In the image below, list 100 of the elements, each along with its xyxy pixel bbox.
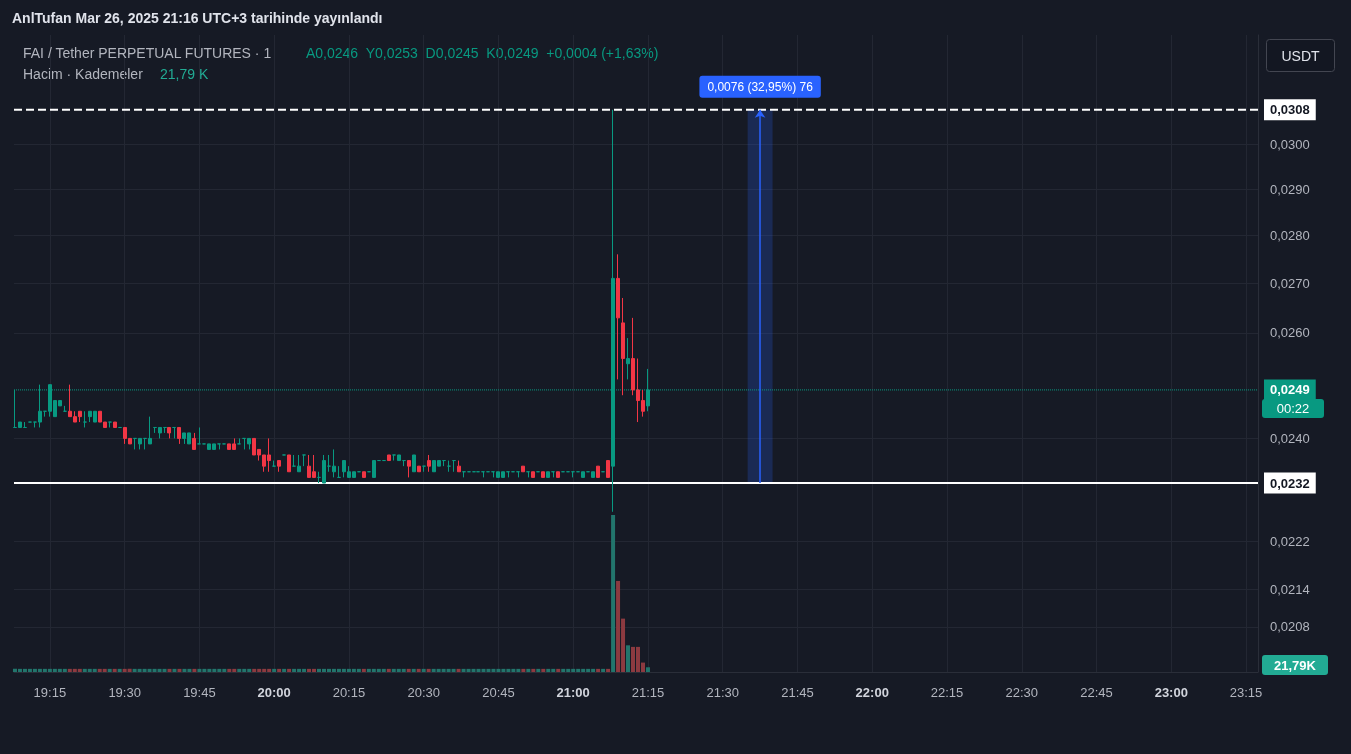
candlestick: [412, 454, 416, 473]
bar: [386, 668, 391, 672]
annotation: Hacim · Kademeler: [23, 66, 144, 82]
candlestick: [362, 471, 366, 478]
bar: [192, 668, 197, 672]
bar: [601, 668, 606, 672]
text: 21,79K: [1274, 657, 1317, 673]
candlestick: [521, 465, 525, 473]
bar: [416, 668, 421, 672]
candlestick: [407, 460, 411, 478]
bar: [307, 668, 312, 672]
bar: [277, 668, 282, 672]
bar: [476, 668, 481, 672]
y-tick-label: 0,0222: [1270, 533, 1310, 549]
bar: [167, 668, 172, 672]
bar: [107, 668, 112, 672]
candlestick: [422, 465, 426, 473]
candlestick: [332, 448, 336, 478]
y-tick-label: 0,0300: [1270, 136, 1310, 152]
candlestick: [247, 437, 251, 450]
ref-line-label: 0,0249: [1270, 382, 1310, 398]
candlestick: [626, 337, 630, 380]
bar: [127, 668, 132, 672]
bar: [401, 668, 406, 672]
y-tick-label: 0,0260: [1270, 325, 1310, 341]
text: AnlTufan Mar 26, 2025 21:16 UTC+3 tarihinde yayınlandı: [12, 10, 383, 26]
annotation: A0,0246 Y0,0253 D0,0245 K0,0249 +0,0004 (+1,63%): [306, 45, 659, 61]
x-tick-label: 20:30: [407, 685, 440, 700]
bar: [421, 668, 426, 672]
candlestick: [606, 460, 610, 478]
x-tick-label: 19:15: [33, 685, 67, 700]
candlestick: [237, 437, 241, 445]
bar: [426, 668, 431, 672]
candlestick: [427, 454, 431, 473]
bar: [381, 668, 386, 672]
candlestick: [158, 426, 162, 439]
bar: [317, 668, 322, 672]
band-label: 0,0076 (32,95%) 76: [707, 79, 814, 94]
candlestick: [417, 465, 421, 473]
bar: [481, 668, 486, 672]
candlestick: [148, 416, 152, 445]
x-tick-label: 21:45: [781, 685, 814, 700]
candlestick: [556, 471, 560, 478]
bar: [252, 668, 257, 672]
bar: [456, 668, 461, 672]
annotation: 21,79 K: [160, 66, 209, 82]
candlestick: [302, 454, 306, 467]
x-tick-label: 22:45: [1080, 685, 1113, 700]
candlestick: [616, 253, 620, 380]
bar: [406, 668, 411, 672]
bar: [272, 668, 277, 672]
bar: [282, 668, 287, 672]
candlestick: [322, 454, 326, 484]
candlestick: [546, 471, 550, 478]
bar: [117, 668, 122, 672]
bar: [361, 668, 366, 672]
bar: [77, 668, 82, 672]
x-tick-label: 21:00: [556, 685, 590, 700]
bar: [451, 668, 456, 672]
x-tick-label: 19:45: [183, 685, 216, 700]
bar: [227, 668, 232, 672]
candlestick: [297, 454, 301, 473]
candlestick: [387, 454, 391, 462]
x-tick-label: 22:00: [855, 685, 889, 700]
bar: [531, 668, 536, 672]
candlestick: [192, 432, 196, 450]
bar: [172, 668, 177, 672]
x-tick-label: 21:30: [706, 685, 739, 700]
bar: [411, 668, 416, 672]
x-tick-label: 22:30: [1005, 685, 1039, 700]
y-tick-label: 0,0290: [1270, 181, 1310, 197]
bar: [626, 645, 631, 672]
bar: [616, 580, 621, 672]
ref-line-label: 0,0232: [1270, 475, 1310, 491]
y-tick-label: 0,0270: [1270, 275, 1310, 291]
candlestick: [108, 421, 112, 428]
bar: [182, 668, 187, 672]
bar: [237, 668, 242, 672]
candlestick: [531, 471, 535, 478]
x-tick-label: 20:45: [482, 685, 515, 700]
bar: [102, 668, 107, 672]
y-tick-label: 0,0208: [1270, 619, 1310, 635]
bar: [521, 668, 526, 672]
bar: [62, 668, 67, 672]
candlestick: [372, 460, 376, 478]
bar: [541, 668, 546, 672]
candlestick: [83, 410, 87, 428]
text: USDT: [1281, 47, 1320, 64]
bar: [546, 668, 551, 672]
bar: [536, 668, 541, 672]
ref-line-label: 0,0308: [1270, 102, 1310, 118]
candlestick: [287, 454, 291, 473]
bar: [611, 515, 616, 672]
candlestick: [167, 426, 171, 439]
bar: [292, 668, 297, 672]
bar: [92, 668, 97, 672]
candlestick: [541, 471, 545, 478]
bar: [645, 667, 650, 672]
bar: [162, 668, 167, 672]
candlestick: [113, 421, 117, 428]
